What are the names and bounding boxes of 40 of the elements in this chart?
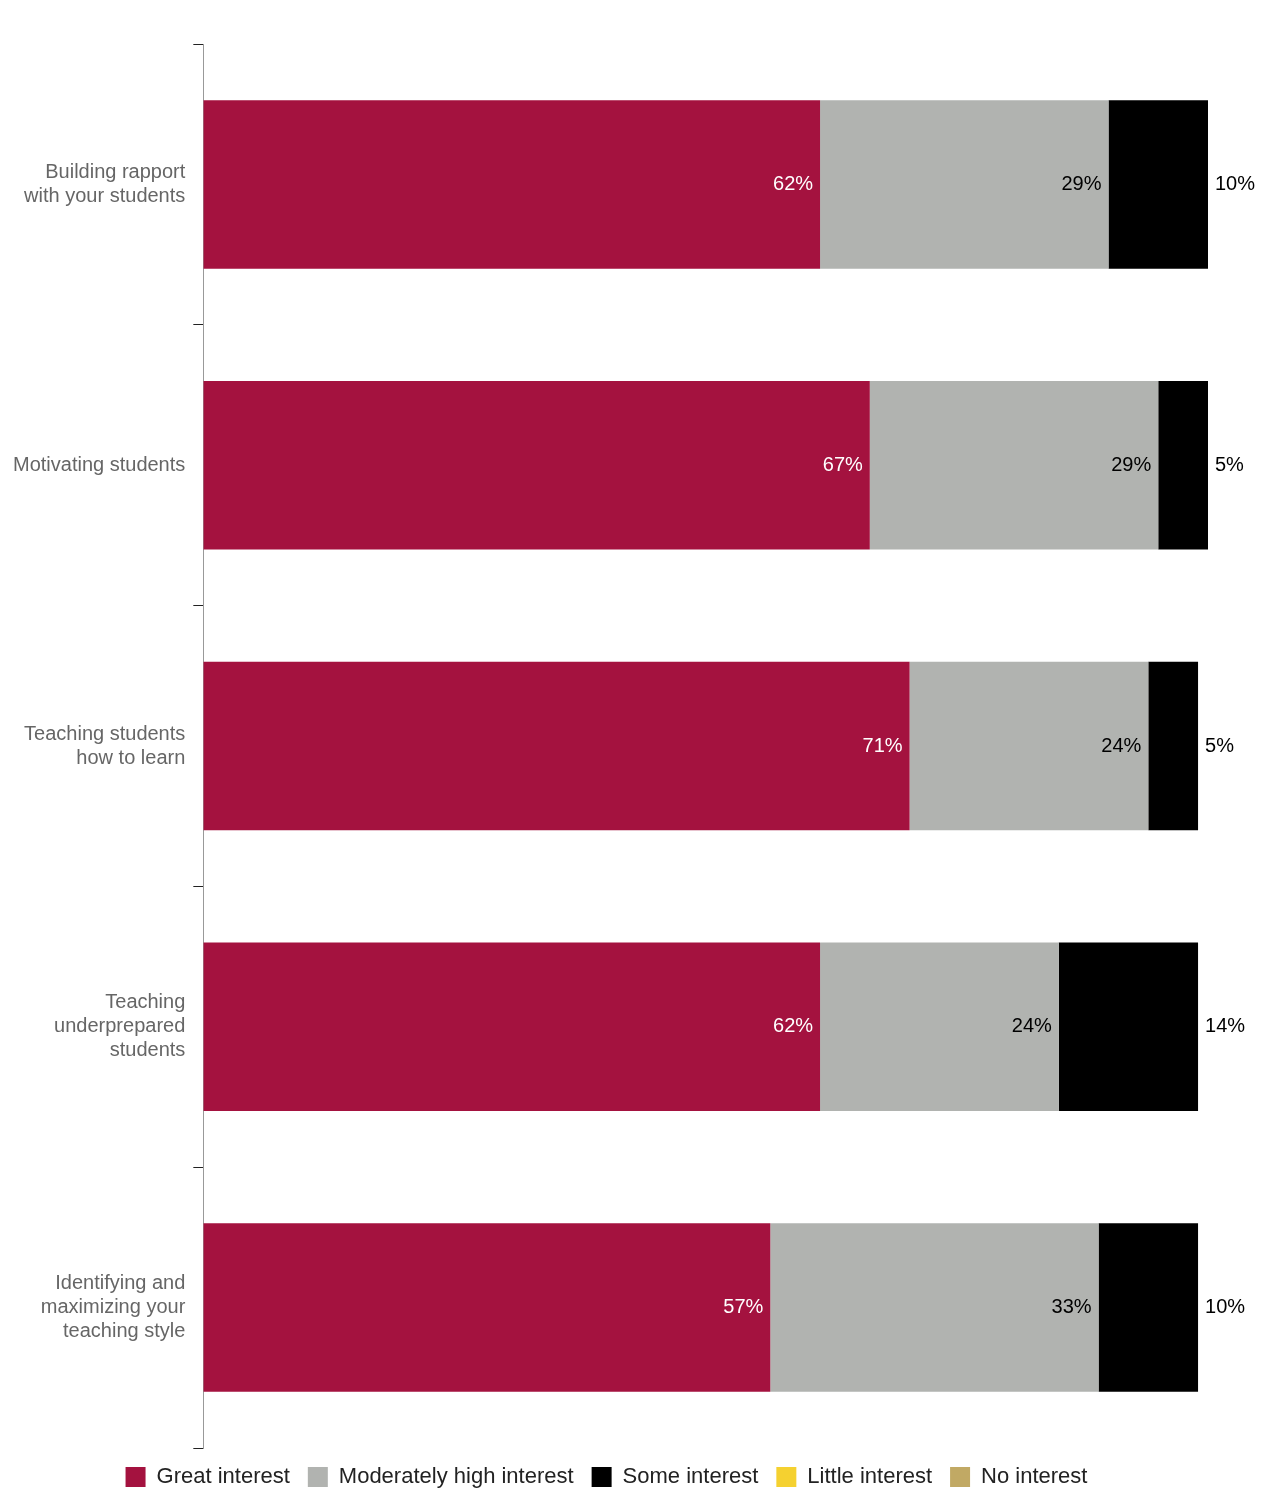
- legend-label: Little interest: [807, 1463, 933, 1489]
- bar: [1158, 380, 1208, 550]
- bar: [203, 100, 821, 269]
- bar: [203, 661, 910, 831]
- bar: [1098, 1223, 1199, 1392]
- legend-label: Great interest: [156, 1463, 290, 1489]
- data-label: 5%: [1205, 733, 1235, 756]
- bar: [1108, 100, 1208, 269]
- data-label: 29%: [1111, 452, 1152, 475]
- bar: [770, 1223, 1099, 1392]
- y-tick-label: Identifying and maximizing your teaching style: [40, 1271, 186, 1342]
- bar: [869, 380, 1159, 550]
- data-label: 57%: [723, 1295, 764, 1318]
- y-tick-label: Motivating students: [12, 452, 186, 475]
- bar: [820, 100, 1109, 269]
- y-tick-label: Teaching students how to learn: [24, 721, 186, 768]
- legend-label: Moderately high interest: [338, 1463, 574, 1489]
- data-label: 62%: [773, 171, 814, 194]
- data-label: 24%: [1101, 733, 1142, 756]
- bar: [820, 942, 1059, 1112]
- legend-label: Some interest: [622, 1463, 759, 1489]
- bar: [203, 1223, 771, 1392]
- y-tick-label: Teaching underprepared students: [54, 990, 186, 1061]
- bar: [1148, 661, 1199, 831]
- data-label: 67%: [822, 452, 863, 475]
- y-tick-label: Building rapport with your students: [23, 159, 186, 206]
- data-label: 29%: [1061, 171, 1102, 194]
- data-label: 10%: [1215, 171, 1256, 194]
- bar: [203, 380, 870, 550]
- data-label: 5%: [1215, 452, 1245, 475]
- data-label: 62%: [773, 1014, 814, 1037]
- bar: [909, 661, 1149, 831]
- data-label: 14%: [1205, 1014, 1246, 1037]
- data-label: 10%: [1205, 1295, 1246, 1318]
- data-label: 71%: [862, 733, 903, 756]
- bar: [1058, 942, 1199, 1112]
- data-label: 33%: [1051, 1295, 1092, 1318]
- legend-label: No interest: [981, 1463, 1088, 1489]
- data-label: 24%: [1011, 1014, 1052, 1037]
- bar: [203, 942, 821, 1112]
